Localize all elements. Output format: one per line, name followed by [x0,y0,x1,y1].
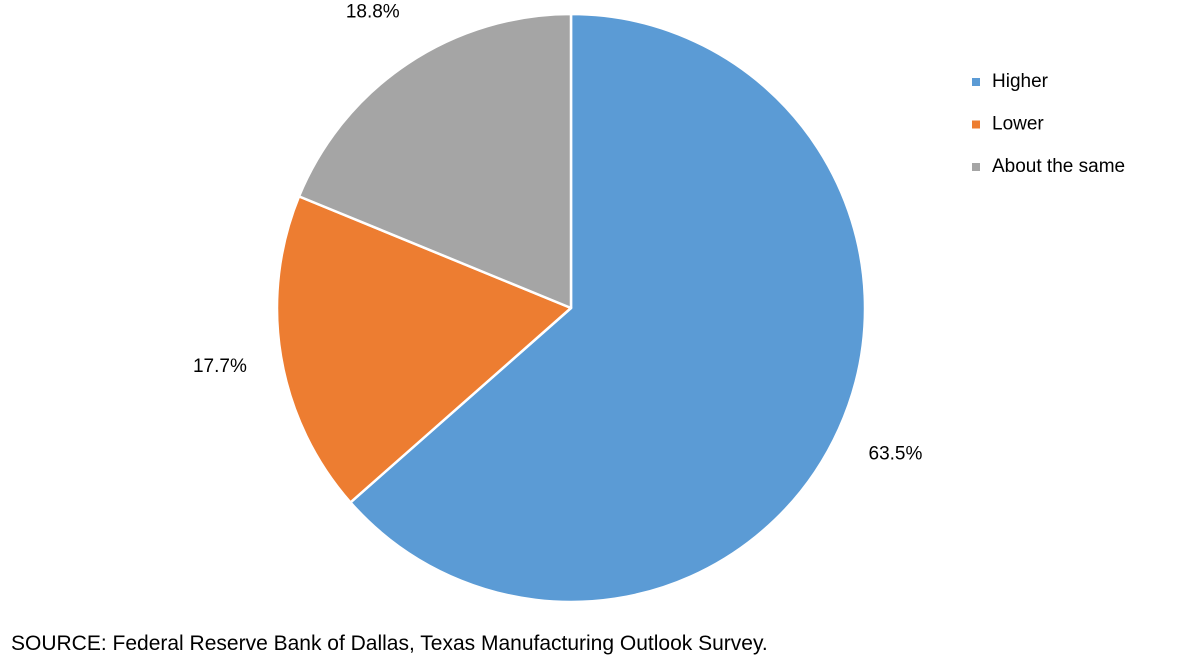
pie-slice-lower [275,195,573,504]
data-label-lower: 17.7% [193,356,247,377]
source-note: SOURCE: Federal Reserve Bank of Dallas, … [11,632,768,655]
legend-label-higher: Higher [992,71,1049,92]
legend-swatch-about-the-same [972,163,980,171]
legend-label-lower: Lower [992,114,1044,135]
data-labels: 63.5% 17.7% 18.8% [193,1,923,464]
data-label-about-the-same: 18.8% [346,1,400,22]
legend-swatch-higher [972,78,980,86]
legend: Higher Lower About the same [972,71,1125,177]
legend-swatch-lower [972,120,980,129]
legend-label-about-the-same: About the same [992,156,1125,177]
pie-slices [275,12,867,604]
pie-slice-about-the-same [297,12,573,310]
data-label-higher: 63.5% [869,444,923,465]
pie-slice-higher [349,12,867,604]
